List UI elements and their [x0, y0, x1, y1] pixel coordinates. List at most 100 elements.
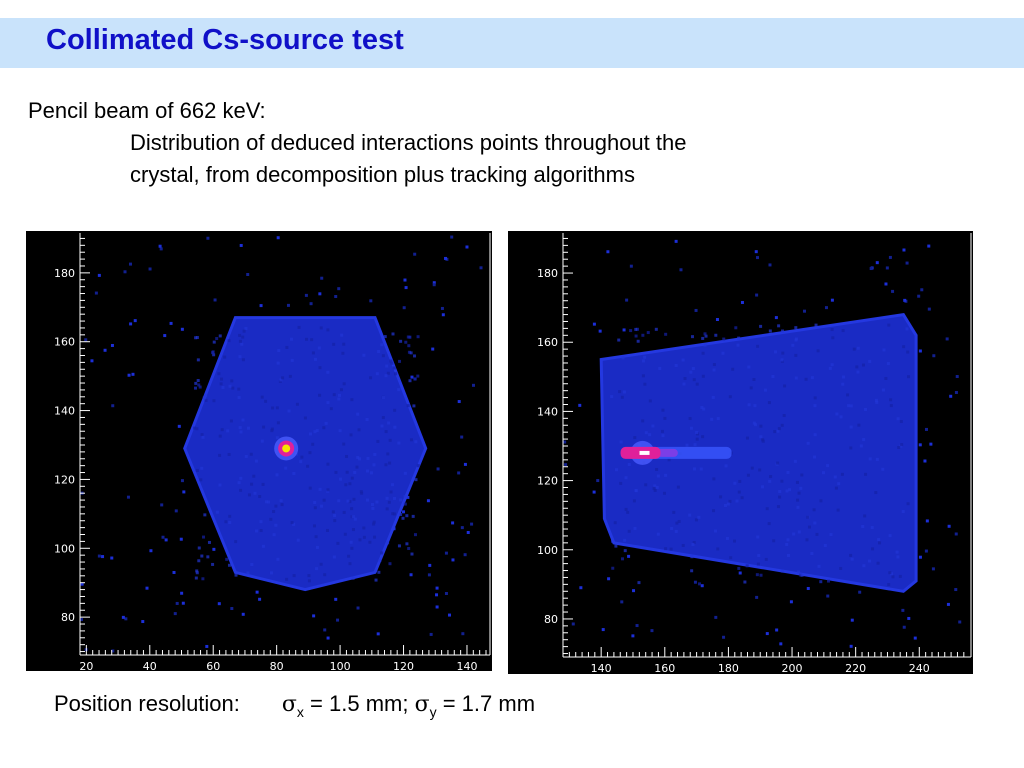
crystal-texture-pixel [338, 429, 342, 433]
crystal-texture-pixel [839, 566, 843, 570]
noise-point [607, 577, 611, 581]
sigma-y-subscript: y [429, 704, 437, 720]
crystal-texture-pixel [868, 359, 872, 363]
noise-point [304, 293, 308, 297]
noise-point [830, 298, 834, 302]
crystal-texture-pixel [258, 495, 262, 499]
noise-point [175, 601, 179, 605]
crystal-texture-pixel [694, 518, 698, 522]
crystal-texture-pixel [805, 538, 809, 542]
crystal-texture-pixel [372, 463, 376, 467]
noise-point [479, 266, 483, 270]
crystal-texture-pixel [323, 573, 327, 577]
crystal-texture-pixel [391, 483, 395, 487]
crystal-texture-pixel [728, 395, 732, 399]
noise-point [903, 298, 907, 302]
crystal-texture-pixel [714, 529, 718, 533]
crystal-texture-pixel [369, 471, 373, 475]
crystal-texture-pixel [416, 464, 420, 468]
crystal-texture-pixel [318, 393, 322, 397]
crystal-texture-pixel [385, 507, 389, 511]
noise-point [336, 618, 340, 622]
crystal-texture-pixel [388, 461, 392, 465]
sigma-x-subscript: x [296, 704, 304, 720]
crystal-texture-pixel [651, 424, 655, 428]
noise-point [631, 634, 635, 638]
crystal-texture-pixel [611, 566, 615, 570]
crystal-texture-pixel [786, 470, 790, 474]
crystal-texture-pixel [685, 443, 689, 447]
crystal-texture-pixel [360, 491, 364, 495]
crystal-texture-pixel [261, 482, 265, 486]
crystal-texture-pixel [342, 510, 346, 514]
crystal-texture-pixel [336, 541, 340, 545]
crystal-texture-pixel [613, 521, 617, 525]
crystal-texture-pixel [207, 540, 211, 544]
noise-point [158, 244, 162, 248]
noise-point [133, 319, 137, 323]
crystal-texture-pixel [378, 558, 382, 562]
crystal-texture-pixel [204, 394, 208, 398]
crystal-texture-pixel [362, 353, 366, 357]
crystal-texture-pixel [733, 481, 737, 485]
crystal-texture-pixel [220, 377, 224, 381]
crystal-texture-pixel [899, 420, 903, 424]
noise-point [905, 261, 909, 265]
crystal-texture-pixel [813, 521, 817, 525]
crystal-texture-pixel [632, 499, 636, 503]
noise-point [754, 250, 758, 254]
description-line-1: Distribution of deduced interactions poi… [130, 130, 687, 155]
noise-point [955, 375, 959, 379]
crystal-texture-pixel [228, 514, 232, 518]
crystal-texture-pixel [241, 335, 245, 339]
crystal-texture-pixel [619, 481, 623, 485]
crystal-texture-pixel [234, 573, 238, 577]
crystal-texture-pixel [299, 460, 303, 464]
intro-line: Pencil beam of 662 keV: [28, 98, 266, 123]
noise-point [884, 282, 888, 286]
crystal-texture-pixel [217, 372, 221, 376]
noise-point [426, 499, 430, 503]
noise-point [206, 236, 210, 240]
crystal-texture-pixel [374, 578, 378, 582]
noise-point [436, 467, 440, 471]
crystal-texture-pixel [239, 488, 243, 492]
crystal-texture-pixel [303, 416, 307, 420]
crystal-texture-pixel [272, 533, 276, 537]
crystal-texture-pixel [907, 375, 911, 379]
crystal-texture-pixel [297, 325, 301, 329]
crystal-texture-pixel [319, 326, 323, 330]
crystal-texture-pixel [250, 563, 254, 567]
noise-point [629, 264, 633, 268]
crystal-texture-pixel [333, 514, 337, 518]
crystal-texture-pixel [695, 431, 699, 435]
y-tick-label: 120 [537, 475, 558, 488]
crystal-texture-pixel [241, 418, 245, 422]
crystal-texture-pixel [663, 416, 667, 420]
crystal-texture-pixel [326, 528, 330, 532]
crystal-texture-pixel [797, 530, 801, 534]
crystal-texture-pixel [734, 326, 738, 330]
slide-title: Collimated Cs-source test [46, 24, 404, 56]
noise-point [824, 306, 828, 310]
noise-point [674, 239, 678, 243]
crystal-texture-pixel [398, 359, 402, 363]
crystal-texture-pixel [737, 490, 741, 494]
crystal-texture-pixel [362, 535, 366, 539]
crystal-texture-pixel [405, 514, 409, 518]
crystal-texture-pixel [194, 381, 198, 385]
crystal-texture-pixel [267, 500, 271, 504]
crystal-texture-pixel [413, 533, 417, 537]
crystal-texture-pixel [413, 377, 417, 381]
crystal-texture-pixel [403, 471, 407, 475]
crystal-texture-pixel [313, 357, 317, 361]
noise-point [110, 556, 114, 560]
crystal-texture-pixel [365, 417, 369, 421]
crystal-texture-pixel [882, 348, 886, 352]
crystal-texture-pixel [768, 329, 772, 333]
crystal-texture-pixel [830, 328, 834, 332]
crystal-texture-pixel [620, 557, 624, 561]
noise-point [722, 635, 726, 639]
noise-point [172, 570, 176, 574]
crystal-texture-pixel [198, 385, 202, 389]
